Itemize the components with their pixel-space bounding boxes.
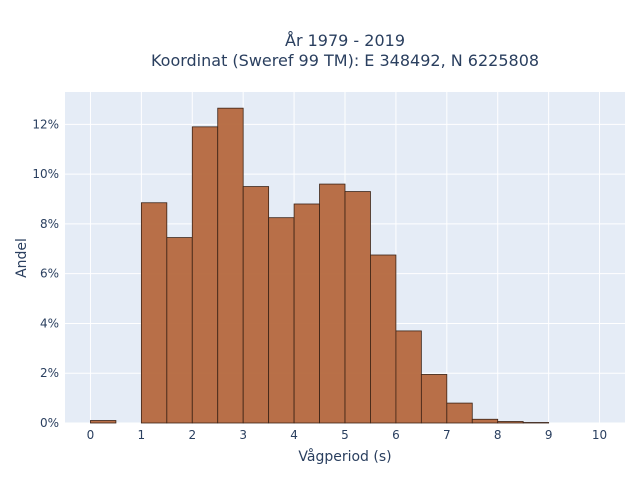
x-tick-label: 4 — [290, 428, 298, 442]
x-tick-label: 0 — [87, 428, 95, 442]
chart-title-line2: Koordinat (Sweref 99 TM): E 348492, N 62… — [151, 51, 539, 70]
y-tick-label: 10% — [32, 167, 59, 181]
chart-title: År 1979 - 2019 Koordinat (Sweref 99 TM):… — [151, 31, 539, 70]
histogram-bar — [370, 254, 397, 424]
y-tick-label: 4% — [40, 316, 59, 330]
x-tick-label: 9 — [545, 428, 553, 442]
histogram-bar — [319, 183, 346, 424]
histogram-bar — [344, 191, 371, 424]
x-tick-label: 7 — [443, 428, 451, 442]
y-tick-label: 2% — [40, 366, 59, 380]
histogram-bar — [395, 330, 422, 424]
histogram-bar — [293, 203, 320, 424]
x-tick-label: 6 — [392, 428, 400, 442]
y-axis-title: Andel — [14, 238, 30, 278]
histogram-bar — [420, 374, 448, 424]
histogram-bar — [268, 217, 295, 424]
x-tick-label: 1 — [138, 428, 146, 442]
y-tick-label: 12% — [32, 117, 59, 131]
histogram-bars — [90, 107, 550, 424]
histogram-bar — [90, 420, 117, 424]
y-tick-label: 0% — [40, 416, 59, 430]
histogram-bar — [140, 202, 168, 424]
x-tick-label: 8 — [494, 428, 502, 442]
histogram-bar — [471, 418, 499, 424]
chart-title-line1: År 1979 - 2019 — [285, 31, 405, 50]
x-axis-title: Vågperiod (s) — [298, 448, 391, 465]
x-tick-label: 10 — [592, 428, 607, 442]
y-tick-label: 6% — [40, 267, 59, 281]
histogram-bar — [191, 126, 219, 424]
histogram-bar — [497, 421, 524, 424]
x-axis-ticks: 0 1 2 3 4 5 6 7 8 9 10 — [87, 428, 608, 442]
y-axis-ticks: 0% 2% 4% 6% 8% 10% 12% — [32, 117, 59, 430]
histogram-bar — [217, 107, 244, 424]
x-tick-label: 2 — [188, 428, 196, 442]
y-tick-label: 8% — [40, 217, 59, 231]
x-tick-label: 5 — [341, 428, 349, 442]
x-tick-label: 3 — [239, 428, 247, 442]
histogram-bar — [446, 402, 473, 424]
histogram-bar — [166, 237, 193, 424]
histogram-bar — [242, 186, 270, 424]
